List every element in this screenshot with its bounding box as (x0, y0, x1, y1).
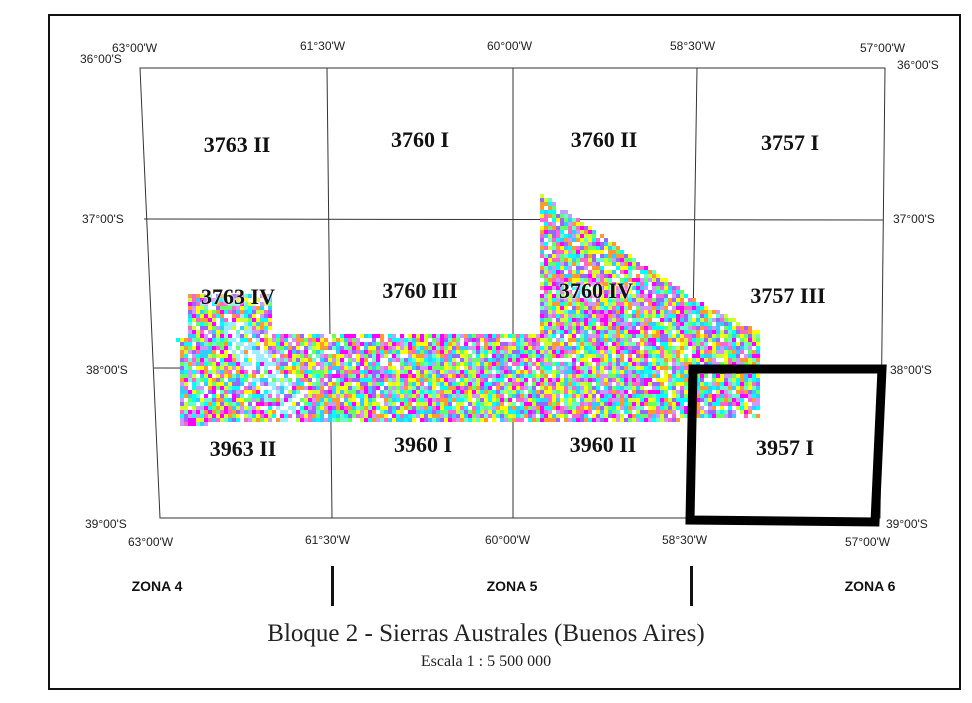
top-lon-1: 63°00'W (112, 41, 158, 55)
sheet-label: 3757 III (750, 283, 826, 308)
map-outline (139, 67, 886, 519)
sheet-label: 3960 I (393, 432, 453, 457)
zone-5-label: ZONA 5 (486, 578, 538, 594)
meridian-61-30 (326, 67, 333, 519)
sheet-label: 3763 IV (201, 284, 275, 309)
right-lat-38: 38°00'S (890, 363, 932, 377)
sheet-label: 3760 II (570, 127, 638, 152)
top-lon-4: 58°30'W (670, 39, 716, 53)
bottom-lon-4: 58°30'W (662, 533, 708, 547)
zone-divider (690, 566, 693, 606)
left-lat-38: 38°00'S (86, 363, 128, 377)
highlight-box-3957-I (685, 364, 887, 527)
sheet-label: 3963 II (209, 436, 277, 461)
sheet-label: 3760 I (390, 127, 450, 152)
zone-4-label: ZONA 4 (131, 578, 183, 594)
zone-divider (331, 566, 334, 606)
top-lon-5: 57°00'W (860, 41, 906, 55)
sheet-label: 3760 III (382, 278, 458, 303)
sheet-label: 3763 II (203, 132, 271, 157)
left-lat-37: 37°00'S (82, 212, 124, 226)
bottom-lon-3: 60°00'W (485, 533, 531, 547)
right-lat-37: 37°00'S (893, 212, 935, 226)
top-lon-2: 61°30'W (300, 39, 346, 53)
parallel-37 (143, 218, 884, 221)
map-scale: Escala 1 : 5 500 000 (420, 653, 552, 670)
bottom-lon-5: 57°00'W (845, 535, 891, 549)
sheet-label: 3960 II (569, 432, 637, 457)
right-lat-39: 39°00'S (886, 517, 928, 531)
right-lat-36: 36°00'S (897, 58, 939, 72)
sheet-label: 3760 IV (559, 278, 633, 303)
sheet-label-highlighted: 3957 I (755, 435, 815, 460)
bottom-lon-1: 63°00'W (128, 535, 174, 549)
coverage-area (176, 194, 760, 426)
sheet-label: 3757 I (760, 130, 820, 155)
map-title: Bloque 2 - Sierras Australes (Buenos Air… (267, 620, 705, 647)
left-lat-36: 36°00'S (80, 52, 122, 66)
top-lon-3: 60°00'W (487, 39, 533, 53)
left-lat-39: 39°00'S (85, 517, 127, 531)
zone-6-label: ZONA 6 (844, 578, 896, 594)
bottom-lon-2: 61°30'W (305, 533, 351, 547)
